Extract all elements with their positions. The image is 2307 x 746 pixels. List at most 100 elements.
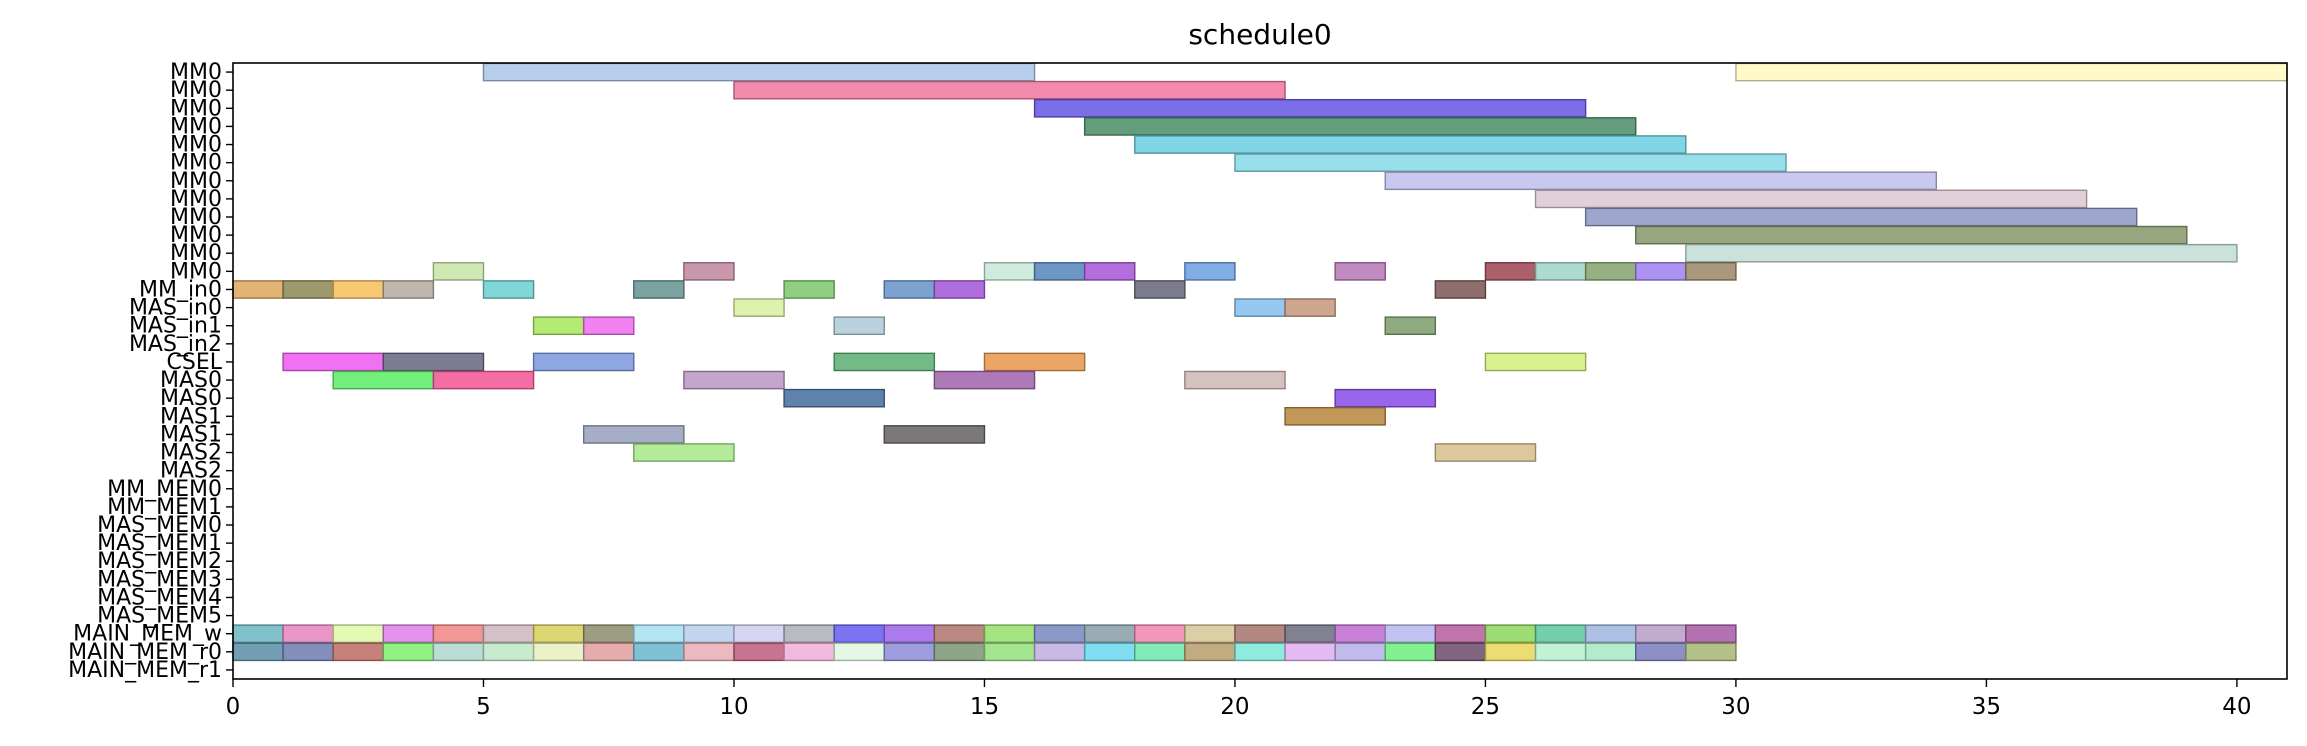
task-bar	[382, 642, 435, 662]
y-tick-label: MM0	[170, 169, 222, 194]
task-bar	[1584, 642, 1637, 662]
task-bar	[582, 642, 635, 662]
task-bar	[482, 280, 535, 299]
task-bar	[1584, 262, 1637, 281]
y-tick-label: MAS_in0	[129, 296, 222, 321]
task-bar	[282, 280, 334, 299]
y-tick-label: MM0	[170, 259, 222, 284]
y-tick-label: MAS0	[160, 368, 222, 393]
task-bar	[332, 624, 384, 644]
task-bar	[883, 280, 936, 299]
task-bar	[1334, 388, 1437, 408]
y-tick-label: MAS_MEM5	[97, 604, 222, 629]
x-tick-label: 30	[1721, 694, 1750, 720]
y-tick-label: MM_MEM1	[107, 495, 222, 520]
task-bar	[1534, 262, 1587, 281]
y-tick-label: MM0	[170, 60, 222, 85]
task-bar	[983, 352, 1086, 372]
task-bar	[382, 280, 435, 299]
task-bar	[983, 642, 1036, 662]
task-bar	[1685, 262, 1737, 281]
task-bar	[1083, 117, 1637, 136]
y-tick-label: MM0	[170, 78, 222, 103]
task-bar	[1434, 642, 1487, 662]
task-bar	[933, 642, 986, 662]
task-bar	[1484, 624, 1537, 644]
y-tick-label: MAIN_MEM_r0	[68, 640, 222, 665]
x-axis-ticks: 0 5 10 15 20 25 30 35 40	[226, 679, 2252, 720]
task-bar	[1184, 370, 1286, 390]
task-bar	[1584, 624, 1637, 644]
task-bar	[1083, 624, 1136, 644]
task-bar	[633, 624, 685, 644]
task-bar	[282, 352, 384, 372]
task-bar	[1234, 298, 1286, 317]
task-bar	[1534, 189, 2088, 209]
task-bar	[332, 370, 435, 390]
task-bar	[582, 316, 635, 336]
task-bar	[482, 62, 1036, 82]
task-bar	[432, 262, 485, 281]
task-bar	[232, 624, 284, 644]
task-bar	[532, 624, 585, 644]
y-tick-label: MAS_MEM4	[97, 585, 222, 610]
task-bar	[883, 624, 936, 644]
x-tick-label: 20	[1220, 694, 1249, 720]
task-bar	[683, 624, 735, 644]
task-bar	[1685, 243, 2238, 263]
task-bar	[1434, 624, 1487, 644]
task-bar	[983, 262, 1036, 281]
y-tick-label: MAS2	[160, 459, 222, 484]
task-bar	[582, 425, 685, 444]
task-bar	[833, 642, 885, 662]
y-tick-label: MM0	[170, 151, 222, 176]
task-bar	[983, 624, 1036, 644]
task-bar	[783, 388, 885, 408]
task-bar	[1134, 280, 1186, 299]
y-tick-label: MAS2	[160, 441, 222, 466]
task-bar	[783, 280, 835, 299]
x-tick-label: 40	[2222, 694, 2251, 720]
task-bar	[683, 642, 735, 662]
task-bar	[1033, 98, 1587, 118]
task-bar	[1635, 262, 1687, 281]
y-tick-label: MM_in0	[139, 277, 222, 302]
task-bar	[933, 280, 986, 299]
task-bar	[432, 370, 535, 390]
x-tick-label: 25	[1471, 694, 1500, 720]
task-bar	[282, 624, 334, 644]
x-tick-label: 10	[719, 694, 748, 720]
chart-title: schedule0	[1188, 18, 1331, 51]
y-tick-label: MAS_MEM0	[97, 513, 222, 538]
y-tick-label: MAS_MEM3	[97, 567, 222, 592]
task-bar	[1635, 642, 1687, 662]
task-bar	[883, 642, 936, 662]
x-tick-label: 35	[1972, 694, 2001, 720]
task-bar	[1534, 642, 1587, 662]
task-bar	[382, 624, 435, 644]
task-bar	[1635, 225, 2188, 245]
task-bar	[733, 642, 785, 662]
task-bar	[1033, 262, 1086, 281]
task-bar	[1284, 642, 1336, 662]
task-bar	[633, 642, 685, 662]
y-tick-label: MAS_MEM2	[97, 549, 222, 574]
task-bar	[1334, 624, 1386, 644]
task-bar	[1234, 153, 1787, 172]
task-bar	[1534, 624, 1587, 644]
y-tick-label: MM0	[170, 187, 222, 212]
task-bar	[1434, 280, 1487, 299]
task-bar	[232, 280, 284, 299]
task-bar	[1234, 624, 1286, 644]
y-tick-label: MAS_MEM1	[97, 531, 222, 556]
task-bar	[733, 298, 785, 317]
task-bar	[1083, 262, 1136, 281]
task-bar	[783, 642, 835, 662]
task-bar	[532, 352, 635, 372]
task-bar	[1083, 642, 1136, 662]
task-bar	[1384, 171, 1938, 191]
y-tick-label: MM0	[170, 133, 222, 158]
task-bar	[1384, 316, 1437, 336]
task-bar	[1184, 642, 1236, 662]
